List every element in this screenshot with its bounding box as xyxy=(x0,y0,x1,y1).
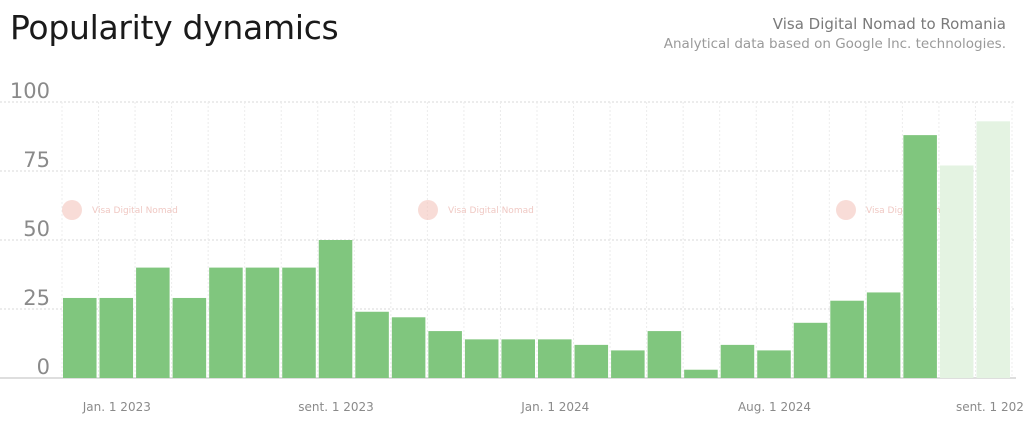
x-tick-label: sent. 1 2024 xyxy=(956,400,1024,414)
y-tick-label: 100 xyxy=(10,79,50,103)
bar xyxy=(318,240,353,378)
y-axis: 0 25 50 75 100 xyxy=(10,79,50,379)
y-tick-label: 25 xyxy=(23,286,50,310)
watermark-layer: Visa Digital Nomad Visa Digital Nomad Visa… xyxy=(62,200,952,220)
x-axis: Jan. 1 2023 sent. 1 2023 Jan. 1 2024 Aug. 1… xyxy=(82,400,1024,414)
watermark-logo-icon xyxy=(836,200,856,220)
bar xyxy=(793,322,828,378)
bar xyxy=(720,344,755,378)
bar xyxy=(611,350,645,378)
bar xyxy=(136,267,170,378)
y-tick-label: 0 xyxy=(37,355,50,379)
bar xyxy=(245,267,280,378)
bar xyxy=(757,350,791,378)
bar xyxy=(209,267,243,378)
header-info: Visa Digital Nomad to Romania Analytical… xyxy=(664,14,1006,54)
x-tick-label: sent. 1 2023 xyxy=(298,400,374,414)
x-tick-label: Jan. 1 2024 xyxy=(520,400,589,414)
bar-projected xyxy=(976,121,1010,378)
bar xyxy=(501,339,535,378)
bar xyxy=(63,297,97,378)
y-tick-label: 75 xyxy=(23,148,50,172)
bar xyxy=(574,344,609,378)
watermark-logo-icon xyxy=(62,200,82,220)
bar xyxy=(647,331,682,378)
x-tick-label: Jan. 1 2023 xyxy=(82,400,151,414)
watermark-logo-icon xyxy=(418,200,438,220)
y-tick-label: 50 xyxy=(23,217,50,241)
bar xyxy=(903,135,937,378)
grid-layer xyxy=(0,101,1016,379)
bar xyxy=(866,292,901,378)
bar-layer xyxy=(63,121,1010,378)
watermark-text: Visa Digital Nomad xyxy=(448,206,534,216)
x-tick-label: Aug. 1 2024 xyxy=(738,400,811,414)
bar xyxy=(355,311,389,378)
bar xyxy=(830,300,864,378)
bar xyxy=(282,267,316,378)
bar xyxy=(684,369,718,378)
bar xyxy=(391,317,426,378)
bar xyxy=(428,331,462,378)
bar xyxy=(172,297,207,378)
chart-subtitle: Visa Digital Nomad to Romania xyxy=(772,15,1006,33)
bar xyxy=(464,339,499,378)
bar-projected xyxy=(939,165,974,378)
data-source-note: Analytical data based on Google Inc. tec… xyxy=(663,36,1006,52)
page-title: Popularity dynamics xyxy=(10,8,339,47)
bar xyxy=(99,297,134,378)
watermark-text: Visa Digital Nomad xyxy=(92,206,178,216)
bar xyxy=(538,339,572,378)
